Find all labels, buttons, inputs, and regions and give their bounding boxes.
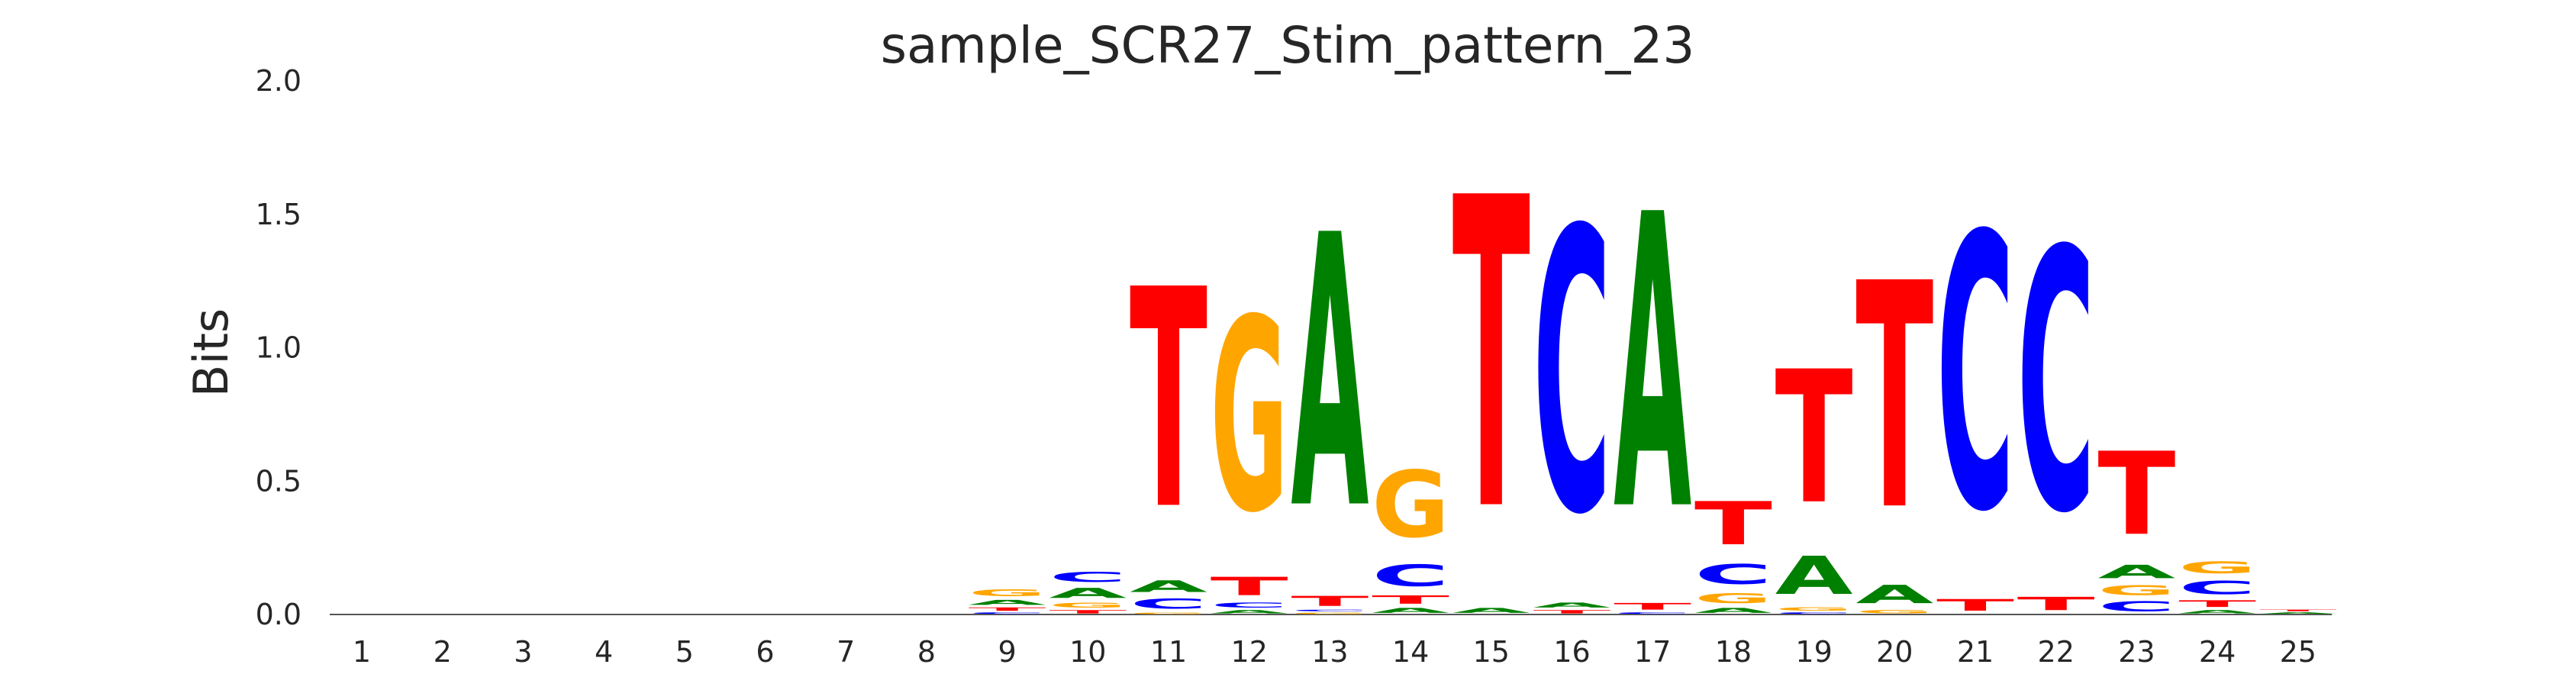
x-tick-label: 1 <box>353 635 371 669</box>
logo-letter-t: T <box>1130 226 1208 576</box>
y-axis-label: Bits <box>183 308 239 397</box>
logo-letter-c: C <box>1533 148 1611 600</box>
y-tick-label: 1.5 <box>256 198 301 231</box>
y-tick-label: 1.0 <box>256 331 301 365</box>
logo-letter-a: A <box>1694 607 1772 614</box>
logo-letter-t: T <box>2017 593 2095 614</box>
logo-letter-a: A <box>1775 545 1853 606</box>
x-tick-label: 18 <box>1715 635 1752 669</box>
x-tick-label: 17 <box>1634 635 1671 669</box>
x-tick-label: 13 <box>1311 635 1348 669</box>
x-tick-label: 16 <box>1553 635 1590 669</box>
logo-letter-t: T <box>1614 602 1691 612</box>
logo-letter-t: T <box>1049 609 1127 614</box>
x-tick-label: 4 <box>595 635 613 669</box>
logo-letter-c: C <box>2097 598 2175 614</box>
logo-letter-c: C <box>969 612 1046 614</box>
logo-letter-t: T <box>1372 593 1449 606</box>
logo-letter-c: C <box>2017 175 2095 592</box>
x-tick-label: 22 <box>2038 635 2075 669</box>
logo-letter-a: A <box>1372 607 1449 614</box>
x-tick-label: 23 <box>2118 635 2155 669</box>
x-tick-label: 7 <box>837 635 855 669</box>
logo-letter-g: G <box>1130 611 1207 614</box>
x-tick-label: 8 <box>917 635 936 669</box>
logo-letter-a: A <box>1533 602 1611 609</box>
x-tick-label: 19 <box>1795 635 1832 669</box>
logo-letter-g: G <box>1211 263 1288 571</box>
logo-letter-t: T <box>1775 333 1853 545</box>
x-tick-label: 12 <box>1231 635 1268 669</box>
logo-letter-c: C <box>2178 577 2256 598</box>
logo-letter-a: A <box>2178 609 2256 614</box>
logo-letter-a: A <box>1130 577 1207 595</box>
logo-letter-a: A <box>1049 585 1127 602</box>
x-tick-label: 6 <box>756 635 774 669</box>
logo-letter-g: G <box>2097 582 2175 598</box>
y-axis: 0.0 0.5 1.0 1.5 2.0 <box>256 64 301 631</box>
logo-letter-c: C <box>1775 612 1853 614</box>
logo-letter-g: G <box>969 588 1046 598</box>
logo-letter-a: A <box>1291 156 1369 592</box>
logo-letter-a: A <box>2097 561 2175 582</box>
logo-letter-t: T <box>1533 609 1611 614</box>
logo-letter-t: T <box>1452 109 1531 605</box>
logo-letter-c: C <box>1372 559 1449 593</box>
x-tick-label: 9 <box>998 635 1017 669</box>
y-tick-label: 0.0 <box>256 598 301 631</box>
logo-letter-g: G <box>1775 607 1853 612</box>
logo-letter-a: A <box>1452 607 1530 614</box>
x-tick-label: 5 <box>675 635 694 669</box>
x-tick-label: 14 <box>1392 635 1429 669</box>
logo-letter-c: C <box>1049 569 1127 585</box>
logo-letter-t: T <box>1211 572 1288 601</box>
logo-letter-t: T <box>2097 428 2175 561</box>
logo-letter-c: C <box>1291 609 1369 611</box>
x-tick-label: 15 <box>1473 635 1510 669</box>
logo-letter-g: G <box>2178 559 2256 577</box>
x-tick-label: 20 <box>1876 635 1913 669</box>
y-tick-label: 2.0 <box>256 64 301 98</box>
logo-letter-g: G <box>1372 452 1449 558</box>
logo-letter-c: C <box>1211 602 1288 609</box>
logo-letter-a: A <box>2259 611 2337 614</box>
x-tick-label: 25 <box>2280 635 2316 669</box>
logo-letter-a: A <box>1855 580 1933 609</box>
x-axis: 1 2 3 4 5 6 7 8 9 10 11 12 13 14 15 16 17 18 19 20 21 22 23 24 2… <box>353 635 2316 669</box>
logo-letter-t: T <box>1936 596 2014 614</box>
x-tick-label: 10 <box>1069 635 1106 669</box>
logo-letter-c: C <box>1936 157 2014 595</box>
logo-letter-t: T <box>2259 609 2337 611</box>
logo-letter-g: G <box>1694 591 1772 607</box>
x-tick-label: 21 <box>1957 635 1994 669</box>
logo-letter-t: T <box>1694 489 1772 559</box>
logo-letter-t: T <box>2178 598 2256 609</box>
logo-letter-c: C <box>1614 612 1691 614</box>
logo-letter-t: T <box>1291 593 1369 609</box>
logo-letter-a: A <box>1614 129 1692 599</box>
y-tick-label: 0.5 <box>256 464 301 498</box>
x-tick-label: 24 <box>2199 635 2236 669</box>
logo-letter-g: G <box>1855 609 1933 614</box>
logo-letter-g: G <box>1291 611 1369 614</box>
x-tick-label: 11 <box>1150 635 1187 669</box>
logo-letter-c: C <box>1694 559 1772 591</box>
logo-letter-a: A <box>1211 609 1288 614</box>
logo-letter-a: A <box>969 598 1046 606</box>
logo-letter-c: C <box>1130 596 1207 612</box>
logo-letter-t: T <box>969 607 1046 612</box>
logo-letter-g: G <box>1049 602 1127 609</box>
logo-letter-t: T <box>1855 218 1934 579</box>
x-tick-label: 3 <box>514 635 532 669</box>
letter-stacks: CTAGTGACGCATACTGGCTAATCGATTACCTAAGCTCGAT… <box>969 109 2337 614</box>
chart-title: sample_SCR27_Stim_pattern_23 <box>881 16 1695 75</box>
x-tick-label: 2 <box>434 635 452 669</box>
